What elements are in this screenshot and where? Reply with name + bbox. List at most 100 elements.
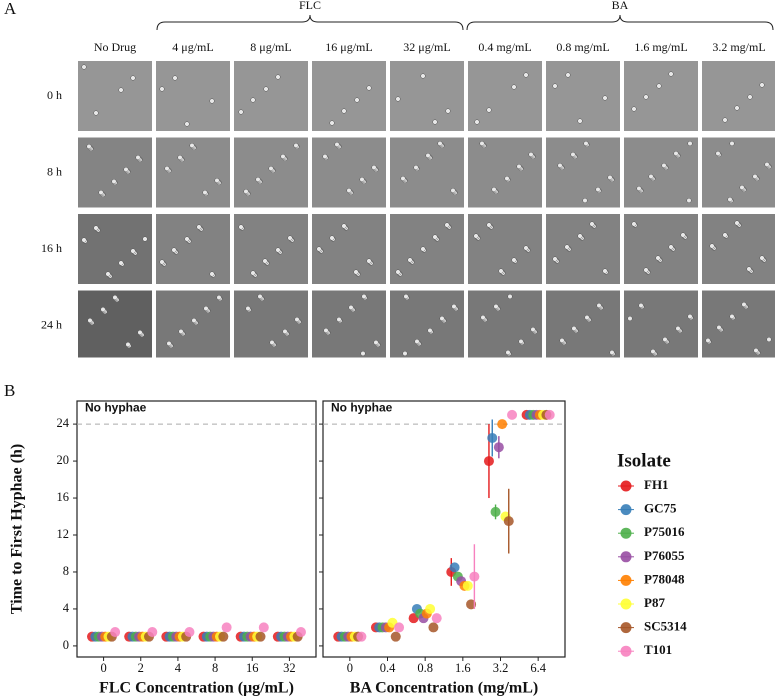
x-tick-label: 0 [347, 661, 353, 675]
cell [262, 258, 268, 264]
point [507, 409, 518, 420]
cell [486, 107, 492, 113]
cell [715, 150, 721, 157]
micrograph [468, 137, 542, 208]
cell [329, 235, 335, 241]
cell [334, 141, 340, 148]
cell [729, 313, 735, 320]
cell [184, 121, 190, 127]
cell [602, 95, 608, 101]
column-label: 8 μg/mL [250, 40, 291, 54]
cell [316, 246, 322, 252]
micrograph [390, 290, 464, 358]
cell [638, 302, 644, 309]
cell [668, 244, 674, 250]
column-label: 0.8 mg/mL [556, 40, 609, 54]
y-tick-label: 0 [63, 638, 69, 652]
cell [589, 221, 595, 227]
cell [577, 233, 583, 239]
legend-label: GC75 [644, 501, 677, 516]
point [394, 622, 405, 633]
cell [268, 165, 274, 172]
point [469, 571, 480, 582]
cell [159, 259, 165, 265]
cell [322, 153, 328, 160]
cell [655, 255, 661, 261]
cell [507, 293, 513, 300]
point [497, 419, 508, 430]
cell [559, 337, 565, 344]
cell [511, 257, 517, 263]
group-label: FLC [299, 0, 321, 12]
point [449, 562, 460, 573]
cell [255, 176, 261, 183]
cell [759, 82, 765, 88]
cell [705, 337, 711, 344]
cell [764, 161, 770, 168]
cell [257, 293, 263, 300]
cell [662, 336, 668, 343]
cell [686, 197, 692, 204]
cell [722, 232, 728, 238]
cell [282, 328, 288, 335]
point [110, 627, 121, 638]
cell [87, 317, 93, 324]
micrograph [546, 137, 620, 208]
y-tick-label: 16 [57, 490, 70, 504]
micrograph [702, 137, 775, 208]
cell [420, 246, 426, 252]
cell [631, 106, 637, 112]
x-tick-label: 0.4 [380, 661, 396, 675]
legend-label: FH1 [644, 477, 669, 492]
x-tick-label: 1.6 [455, 661, 471, 675]
cell [130, 75, 136, 81]
micrograph [234, 61, 308, 131]
point [356, 631, 367, 642]
y-axis-title: Time to First Hyphae (h) [9, 444, 26, 614]
cell [202, 189, 208, 196]
cell [346, 187, 352, 194]
cell [323, 327, 329, 334]
cell [530, 326, 536, 333]
cell [668, 71, 674, 77]
cell [348, 304, 354, 311]
cell [275, 74, 281, 80]
y-tick-label: 12 [57, 527, 70, 541]
column-label: 1.6 mg/mL [634, 40, 687, 54]
cell [595, 186, 601, 193]
cell [675, 325, 681, 332]
cell [607, 174, 613, 181]
cell [722, 117, 728, 123]
cell [680, 232, 686, 238]
cell [766, 336, 772, 343]
cell [250, 97, 256, 103]
micrograph [312, 137, 386, 208]
panel-label: B [4, 381, 15, 400]
cell [407, 257, 413, 263]
micrograph [312, 290, 386, 358]
cell [395, 96, 401, 102]
cell [753, 347, 759, 354]
point [258, 622, 269, 633]
cell [450, 187, 456, 194]
cell [130, 248, 136, 254]
row-label: 8 h [47, 164, 62, 178]
x-tick-label: 4 [175, 661, 182, 675]
cell [359, 176, 365, 183]
cell [111, 178, 117, 185]
cell [656, 83, 662, 89]
cell [280, 153, 286, 160]
cell [329, 120, 335, 126]
micrograph [702, 61, 775, 131]
series [353, 409, 552, 642]
cell [631, 221, 637, 227]
cell [360, 350, 366, 357]
cell [673, 150, 679, 157]
cell [164, 165, 170, 172]
cell [584, 314, 590, 321]
cell [709, 243, 715, 249]
plot-frame [76, 400, 317, 658]
cell [648, 173, 654, 180]
column-label: 0.4 mg/mL [478, 40, 531, 54]
